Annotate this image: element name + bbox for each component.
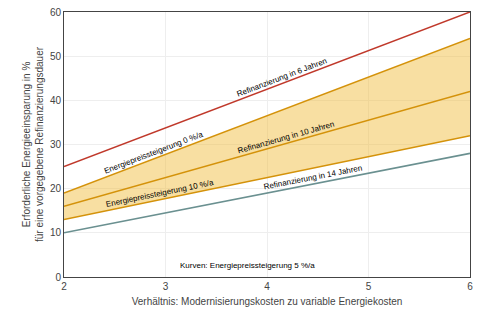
svg-text:0: 0 — [55, 272, 61, 283]
svg-text:6: 6 — [467, 281, 473, 292]
svg-text:30: 30 — [50, 139, 62, 150]
svg-text:20: 20 — [50, 183, 62, 194]
svg-text:40: 40 — [50, 95, 62, 106]
svg-text:2: 2 — [61, 281, 67, 292]
svg-text:5: 5 — [366, 281, 372, 292]
svg-text:3: 3 — [163, 281, 169, 292]
svg-text:Refinanzierung in 6 Jahren: Refinanzierung in 6 Jahren — [236, 56, 329, 98]
svg-text:Energiepreissteigerung 10 %/a: Energiepreissteigerung 10 %/a — [105, 178, 214, 209]
svg-text:Energiepreissteigerung 0 %/a: Energiepreissteigerung 0 %/a — [103, 130, 205, 176]
svg-text:Refinanzierung in 14 Jahren: Refinanzierung in 14 Jahren — [263, 163, 363, 191]
svg-text:Kurven: Energiepreissteigerung: Kurven: Energiepreissteigerung 5 %/a — [180, 261, 315, 270]
svg-text:50: 50 — [50, 51, 62, 62]
svg-text:Refinanzierung in 10 Jahren: Refinanzierung in 10 Jahren — [237, 120, 336, 156]
svg-text:Erforderliche Energieeinsparun: Erforderliche Energieeinsparung in %für … — [21, 46, 45, 242]
svg-text:10: 10 — [50, 227, 62, 238]
svg-text:60: 60 — [50, 7, 62, 18]
svg-text:4: 4 — [264, 281, 270, 292]
svg-text:Verhältnis: Modernisierungskos: Verhältnis: Modernisierungskosten zu var… — [132, 296, 403, 307]
